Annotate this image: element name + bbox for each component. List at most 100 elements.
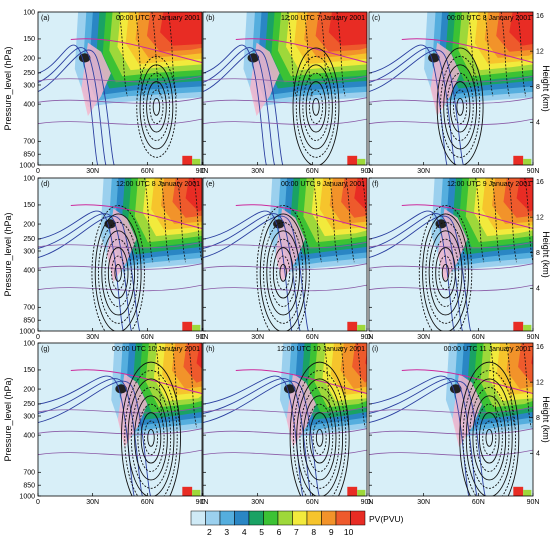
- pressure-tick-label: 100: [23, 340, 35, 347]
- isentrope-line: [38, 284, 202, 292]
- pressure-tick-label: 250: [23, 70, 35, 77]
- wind-contour-line: [475, 403, 503, 472]
- isentrope-line: [369, 284, 533, 292]
- magenta-contour-line: [70, 204, 202, 229]
- upper-contour-line: [336, 12, 346, 97]
- latitude-tick-label: 60N: [141, 168, 154, 175]
- magenta-contour-line: [235, 369, 367, 394]
- y-axis-title-right: Height (km): [541, 65, 550, 112]
- isentrope-line: [369, 263, 533, 270]
- height-tick-label: 4: [536, 451, 540, 458]
- surface-pv-patch: [513, 486, 524, 496]
- wind-contour-line: [124, 370, 178, 496]
- latitude-tick-label: 90N: [361, 334, 374, 341]
- panel-c: (c) 00:00 UTC 8 January 2001: [368, 11, 534, 166]
- height-tick-label: 12: [536, 379, 544, 386]
- panel-i: (i) 00:00 UTC 11 January 2001: [368, 342, 534, 497]
- panel-frame: [202, 177, 368, 332]
- pressure-tick-label: 250: [23, 401, 35, 408]
- isentrope-line: [203, 97, 367, 104]
- isentrope-line: [38, 241, 202, 249]
- wind-contour-line: [114, 263, 122, 282]
- pv-contour-line: [38, 380, 152, 496]
- wind-contour-line: [435, 247, 456, 299]
- magenta-contour-line: [401, 38, 533, 63]
- pv-contour-line: [369, 210, 455, 331]
- pressure-tick-label: 200: [23, 221, 35, 228]
- wind-contour-line: [472, 395, 507, 481]
- latitude-tick-label: 0: [201, 168, 205, 175]
- latitude-tick-label: 60N: [472, 334, 485, 341]
- panel-frame: [37, 11, 203, 166]
- wind-contour-line: [428, 230, 463, 316]
- latitude-tick-label: 0: [367, 334, 371, 341]
- colorbar-tick-label: 7: [294, 527, 299, 537]
- wind-contour-line: [146, 81, 167, 133]
- upper-contour-line: [506, 343, 516, 428]
- pv-band-11: [365, 343, 367, 375]
- wind-contour-line: [478, 412, 500, 464]
- surface-pv-patch: [513, 155, 524, 165]
- latitude-tick-label: 90N: [527, 334, 540, 341]
- pv-contour-line: [369, 375, 470, 496]
- height-tick-label: 12: [536, 214, 544, 221]
- pressure-tick-label: 700: [23, 470, 35, 477]
- pv-colorbar: 2 3 4 5 6 7 8 9 10 PV(PVU): [190, 510, 404, 537]
- wind-contour-line: [453, 89, 468, 125]
- latitude-tick-label: 90N: [527, 499, 540, 506]
- isentrope-line: [369, 428, 533, 435]
- height-tick-label: 16: [536, 13, 544, 20]
- pv-contour-line: [369, 49, 464, 165]
- wind-contour-line: [482, 420, 497, 456]
- isentrope-line: [203, 406, 367, 414]
- wind-contour-line: [152, 97, 161, 116]
- upper-contour-line: [508, 178, 517, 263]
- pv-contour-line: [203, 375, 304, 496]
- surface-pv-patch: [192, 324, 201, 331]
- colorbar-tick-label: 10: [344, 527, 354, 537]
- panel-label: (c): [372, 15, 380, 22]
- pressure-tick-label: 400: [23, 432, 35, 439]
- height-tick-label: 4: [536, 120, 540, 127]
- latitude-tick-label: 30N: [251, 334, 264, 341]
- isentrope-line: [203, 428, 367, 435]
- isentrope-line: [369, 75, 533, 83]
- latitude-tick-label: 0: [36, 499, 40, 506]
- isentrope-line: [203, 284, 367, 292]
- upper-contour-line: [177, 178, 186, 263]
- panel-time: 12:00 UTC 8 January 2001: [116, 181, 200, 188]
- wind-contour-line: [98, 221, 139, 324]
- wind-contour-line: [289, 361, 350, 496]
- wind-contour-line: [441, 263, 450, 282]
- wind-contour-line: [308, 89, 323, 125]
- pressure-tick-label: 1000: [19, 493, 35, 500]
- wind-contour-line: [446, 72, 474, 141]
- upper-contour-line: [500, 12, 510, 97]
- pv-band-11: [185, 178, 202, 212]
- upper-contour-line: [329, 178, 339, 263]
- panel-time: 12:00 UTC 9 January 2001: [447, 181, 531, 188]
- latitude-tick-label: 90N: [196, 499, 209, 506]
- wind-contour-line: [121, 361, 181, 496]
- latitude-tick-label: 60N: [472, 168, 485, 175]
- wind-contour-line: [418, 205, 473, 331]
- panel-time: 00:00 UTC 9 January 2001: [281, 181, 365, 188]
- latitude-tick-label: 90N: [361, 168, 374, 175]
- upper-contour-line: [489, 343, 499, 428]
- axes-labels: 1001502002503004007008501000Pressure_lev…: [3, 9, 550, 506]
- isentrope-line: [203, 263, 367, 270]
- panel-frame: [202, 11, 368, 166]
- pv-band-11: [509, 12, 533, 46]
- wind-contour-line: [462, 370, 516, 496]
- wind-contour-line: [91, 205, 145, 331]
- pressure-tick-label: 200: [23, 386, 35, 393]
- height-tick-label: 8: [536, 84, 540, 91]
- latitude-tick-label: 60N: [141, 334, 154, 341]
- panel-a: (a) 00:00 UTC 7 January 2001: [37, 11, 203, 166]
- wind-contour-line: [104, 238, 132, 307]
- isentrope-line: [369, 406, 533, 414]
- upper-contour-line: [155, 343, 165, 428]
- magenta-contour-line: [401, 204, 533, 229]
- wind-contour-line: [101, 230, 136, 316]
- wind-contour-line: [449, 81, 471, 133]
